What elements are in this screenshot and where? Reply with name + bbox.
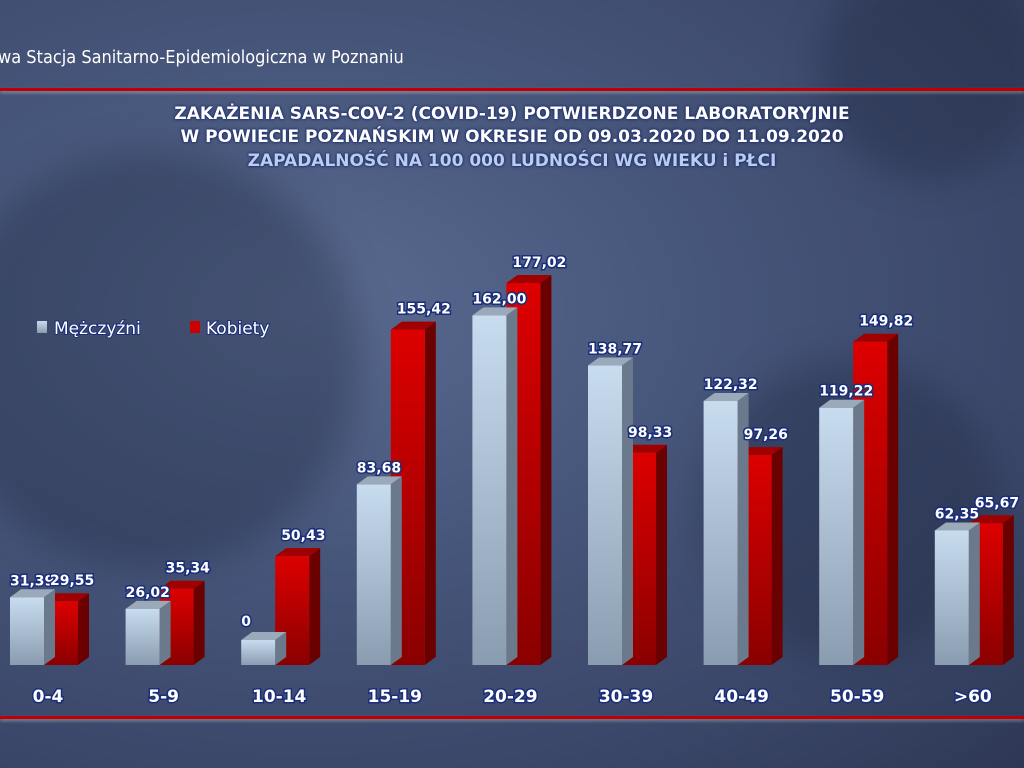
bar-side xyxy=(656,444,667,665)
bar-side xyxy=(309,548,321,665)
organization-name: wa Stacja Sanitarno-Epidemiologiczna w P… xyxy=(0,47,404,68)
data-label: 122,32 xyxy=(704,377,758,393)
bar-top xyxy=(390,321,436,330)
data-label: 83,68 xyxy=(357,460,401,476)
bar-top xyxy=(44,593,89,602)
bar-top xyxy=(934,522,980,531)
bar-side xyxy=(540,275,552,665)
data-label: 26,02 xyxy=(126,585,170,601)
legend-swatch-women xyxy=(190,321,200,333)
data-label: 29,55 xyxy=(50,573,94,589)
data-label: 50,43 xyxy=(281,528,325,544)
data-label: 177,02 xyxy=(512,255,566,271)
bar-top xyxy=(819,399,865,408)
x-tick-label: 50-59 xyxy=(830,687,884,707)
data-label: 97,26 xyxy=(744,427,788,443)
bar-top xyxy=(159,580,205,589)
bar-top xyxy=(10,589,55,598)
bar-top xyxy=(703,393,749,402)
bar-side xyxy=(968,522,980,665)
bar-top xyxy=(853,333,899,342)
data-label: 162,00 xyxy=(472,291,526,307)
bar-men-40-49 xyxy=(703,401,738,665)
bar-men-15-19 xyxy=(356,484,391,665)
bar-side xyxy=(506,307,518,665)
bar-top xyxy=(737,447,783,456)
bar-side xyxy=(887,333,899,665)
bar-men-5-9 xyxy=(125,608,160,665)
bar-men-50-59 xyxy=(819,407,854,665)
bar-side xyxy=(737,393,749,665)
data-label: 119,22 xyxy=(819,384,873,400)
bar-top xyxy=(622,444,667,453)
bottom-divider xyxy=(0,716,1024,719)
data-label: 98,33 xyxy=(628,425,672,441)
legend-label-women: Kobiety xyxy=(206,319,269,339)
bar-side xyxy=(390,476,402,665)
top-divider xyxy=(0,88,1024,91)
bar-side xyxy=(275,632,287,665)
bar-top xyxy=(356,476,402,485)
x-tick-label: 20-29 xyxy=(483,687,537,707)
chart-title-line2: W POWIECIE POZNAŃSKIM W OKRESIE OD 09.03… xyxy=(180,127,844,147)
bar-men-30-39 xyxy=(588,365,622,665)
x-tick-label: 40-49 xyxy=(714,687,768,707)
bar-top xyxy=(275,548,321,557)
bar-men-0-4 xyxy=(10,597,44,665)
data-label: 31,39 xyxy=(10,573,54,589)
bar-men->60 xyxy=(934,530,969,665)
x-tick-label: 15-19 xyxy=(368,687,422,707)
bar-side xyxy=(44,589,55,665)
bar-side xyxy=(193,580,205,665)
bar-side xyxy=(1002,515,1014,665)
legend: Mężczyźni Kobiety xyxy=(37,318,270,340)
data-label: 65,67 xyxy=(975,495,1019,511)
bar-top xyxy=(588,357,633,366)
bar-side xyxy=(78,593,89,665)
bar-top xyxy=(968,515,1014,524)
bar-side xyxy=(424,321,436,665)
bar-top xyxy=(241,632,287,640)
data-label: 35,34 xyxy=(166,561,211,577)
bar-top xyxy=(125,600,171,609)
chart-subtitle: ZAPADALNOŚĆ NA 100 000 LUDNOŚCI WG WIEKU… xyxy=(247,151,777,171)
legend-label-men: Mężczyźni xyxy=(54,319,141,339)
chart-title: ZAKAŻENIA SARS-COV-2 (COVID-19) POTWIERD… xyxy=(174,104,850,124)
bar-side xyxy=(853,399,865,665)
x-tick-label: >60 xyxy=(954,687,992,707)
bar-side xyxy=(159,600,171,665)
data-label: 138,77 xyxy=(588,342,642,358)
data-label: 149,82 xyxy=(859,314,913,330)
x-tick-label: 0-4 xyxy=(33,687,64,707)
bar-men-20-29 xyxy=(472,315,507,665)
data-label: 0 xyxy=(241,614,251,630)
x-tick-label: 10-14 xyxy=(252,687,307,707)
bar-side xyxy=(622,357,633,665)
legend-swatch-men xyxy=(37,321,47,333)
bar-side xyxy=(771,447,783,665)
x-tick-label: 5-9 xyxy=(148,687,179,707)
x-tick-label: 30-39 xyxy=(599,687,653,707)
data-label: 155,42 xyxy=(397,302,451,318)
bar-top xyxy=(506,275,552,283)
bar-top xyxy=(472,307,518,316)
data-label: 62,35 xyxy=(935,506,979,522)
bar-men-10-14 xyxy=(241,640,276,665)
